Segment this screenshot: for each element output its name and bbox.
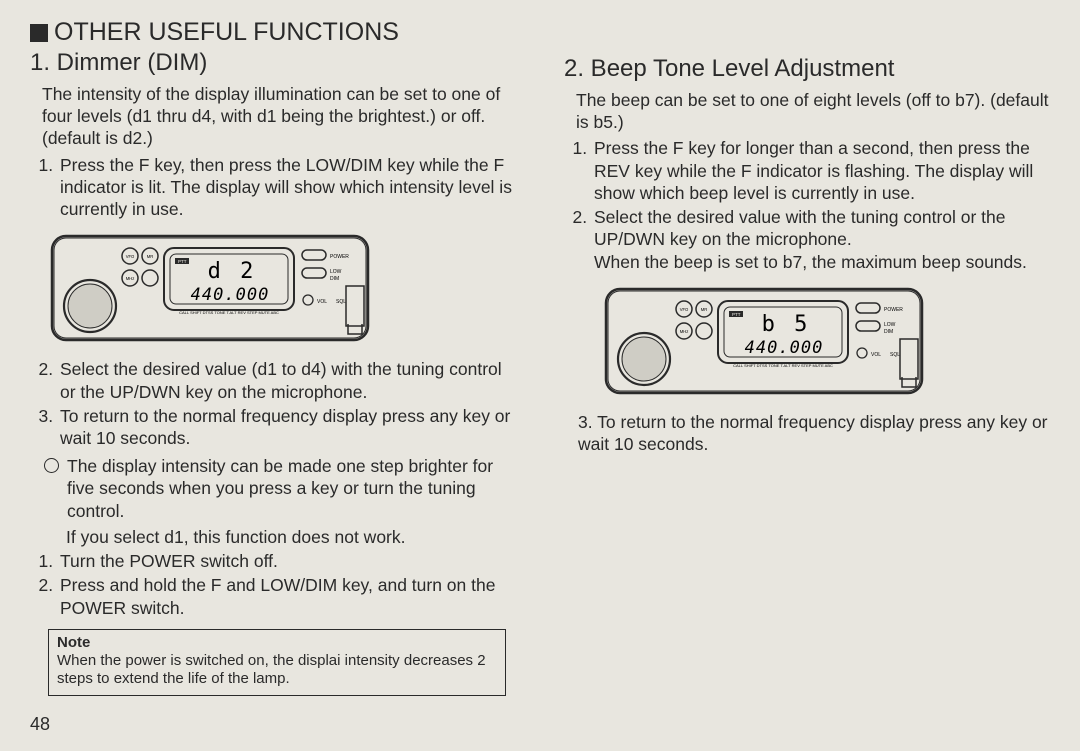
svg-text:CALL SHIFT DTSS TONE T.AL: CALL SHIFT DTSS TONE T.ALT REV STEP MUTE… <box>179 310 279 315</box>
svg-text:MHz: MHz <box>126 276 135 281</box>
left-steps-c: Turn the POWER switch off. Press and hol… <box>58 550 516 619</box>
page-number: 48 <box>30 714 50 735</box>
svg-text:VFO: VFO <box>126 254 135 259</box>
right-subhead: 2. Beep Tone Level Adjustment <box>564 55 1050 83</box>
radio-figure-dim: VFO MR MHz PTT d 2 440.000 CALL SHIFT DT… <box>50 228 516 348</box>
svg-text:VOL: VOL <box>317 299 327 305</box>
svg-text:DIM: DIM <box>884 329 893 335</box>
svg-text:MR: MR <box>147 254 154 259</box>
left-steps-b: Select the desired value (d1 to d4) with… <box>58 358 516 449</box>
left-step-2: Select the desired value (d1 to d4) with… <box>58 358 516 402</box>
svg-text:LOW: LOW <box>330 269 342 275</box>
svg-text:CALL SHIFT DTSS TONE T.AL: CALL SHIFT DTSS TONE T.ALT REV STEP MUTE… <box>733 363 833 368</box>
svg-text:SQL: SQL <box>336 299 346 305</box>
right-step-3: 3. To return to the normal frequency dis… <box>578 411 1050 455</box>
note-label: Note <box>57 634 497 652</box>
left-circle-note: The display intensity can be made one st… <box>44 455 516 522</box>
svg-text:PTT: PTT <box>732 312 741 317</box>
left-step-1: Press the F key, then press the LOW/DIM … <box>58 154 516 221</box>
svg-text:POWER: POWER <box>884 307 903 313</box>
open-circle-icon <box>44 458 59 473</box>
left-column: 1. Dimmer (DIM) The intensity of the dis… <box>30 49 516 696</box>
radio-illustration-icon: VFO MR MHz PTT b 5 440.000 CALL SHIFT DT… <box>604 281 924 401</box>
left-intro: The intensity of the display illuminatio… <box>42 83 516 150</box>
note-box: Note When the power is switched on, the … <box>48 629 506 696</box>
svg-text:POWER: POWER <box>330 254 349 260</box>
right-step-2: Select the desired value with the tuning… <box>592 206 1050 273</box>
left-steps-a: Press the F key, then press the LOW/DIM … <box>58 154 516 221</box>
svg-text:VOL: VOL <box>871 352 881 358</box>
left-circle-text: The display intensity can be made one st… <box>67 455 516 522</box>
left-step-b: Press and hold the F and LOW/DIM key, an… <box>58 574 516 618</box>
radio-figure-beep: VFO MR MHz PTT b 5 440.000 CALL SHIFT DT… <box>604 281 1050 401</box>
lcd-line1: d 2 <box>208 259 257 284</box>
svg-text:PTT: PTT <box>178 259 187 264</box>
svg-text:VFO: VFO <box>680 307 689 312</box>
section-title: OTHER USEFUL FUNCTIONS <box>30 18 1050 47</box>
svg-text:MHz: MHz <box>680 329 689 334</box>
svg-text:LOW: LOW <box>884 322 896 328</box>
lcd-line2: 440.000 <box>191 285 270 305</box>
section-title-text: OTHER USEFUL FUNCTIONS <box>54 18 399 47</box>
left-step-a: Turn the POWER switch off. <box>58 550 516 572</box>
svg-text:MR: MR <box>701 307 708 312</box>
square-bullet-icon <box>30 24 48 42</box>
radio-illustration-icon: VFO MR MHz PTT d 2 440.000 CALL SHIFT DT… <box>50 228 370 348</box>
right-column: 2. Beep Tone Level Adjustment The beep c… <box>564 49 1050 696</box>
right-steps-a: Press the F key for longer than a second… <box>592 137 1050 272</box>
left-step-3: To return to the normal frequency displa… <box>58 405 516 449</box>
svg-text:DIM: DIM <box>330 276 339 282</box>
right-step-1: Press the F key for longer than a second… <box>592 137 1050 204</box>
right-intro: The beep can be set to one of eight leve… <box>576 89 1050 133</box>
note-text: When the power is switched on, the displ… <box>57 652 486 687</box>
svg-text:SQL: SQL <box>890 352 900 358</box>
lcd-line2: 440.000 <box>745 338 824 358</box>
left-circle-sub: If you select d1, this function does not… <box>66 526 516 548</box>
lcd-line1: b 5 <box>762 312 811 337</box>
left-subhead: 1. Dimmer (DIM) <box>30 49 516 77</box>
